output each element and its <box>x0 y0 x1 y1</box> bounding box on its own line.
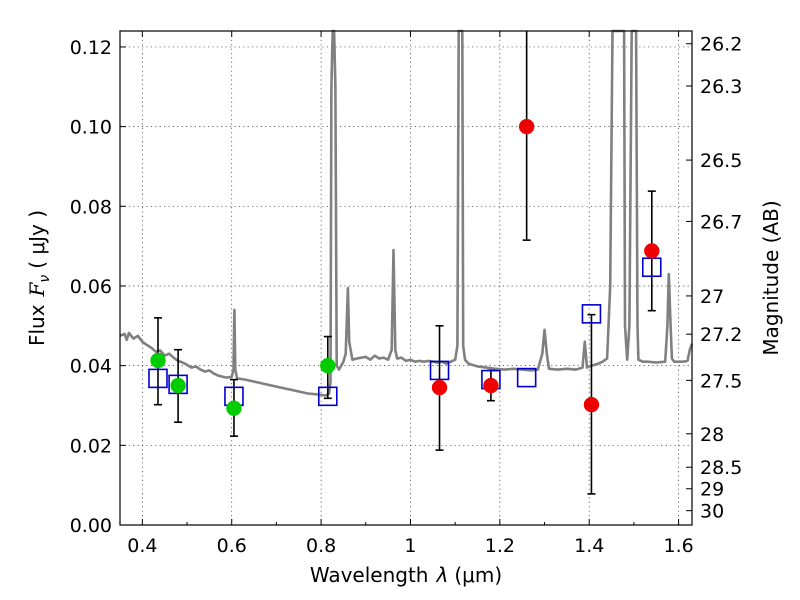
y-tick-label: 0.10 <box>70 117 112 139</box>
model-square-marker <box>317 386 338 407</box>
y-tick-label: 0.04 <box>70 356 112 378</box>
x-tick-label: 1 <box>404 535 416 557</box>
nir-point-marker <box>431 379 448 396</box>
spectrum-line <box>119 29 694 397</box>
x-tick-label: 0.4 <box>127 535 157 557</box>
model-square-marker <box>168 374 188 395</box>
marker-layer <box>148 118 662 417</box>
y2-tick-label: 28.5 <box>700 457 742 479</box>
y2-tick-label: 26.5 <box>700 150 742 172</box>
nir-point-marker <box>483 377 499 394</box>
x-tick-label: 1.6 <box>663 535 693 557</box>
nir-point-marker <box>518 118 535 135</box>
grid-layer <box>120 31 692 526</box>
y2-tick-label: 29 <box>700 479 724 501</box>
optical-point-marker <box>170 377 186 394</box>
model-square-marker <box>429 360 450 381</box>
y-tick-label: 0.02 <box>70 435 112 457</box>
y2-tick-label: 26.7 <box>700 211 742 233</box>
optical-point-marker <box>320 357 336 374</box>
optical-point-marker <box>150 352 166 369</box>
y-axis-label: FluxFν( μJy ) <box>25 210 53 346</box>
model-square-marker <box>516 367 537 388</box>
x-tick-label: 1.4 <box>574 535 604 557</box>
x-tick-label: 0.6 <box>217 535 247 557</box>
y2-tick-label: 26.2 <box>700 34 742 56</box>
y2-tick-label: 30 <box>700 501 724 523</box>
x-tick-label: 0.8 <box>306 535 336 557</box>
y-tick-label: 0.00 <box>70 515 112 537</box>
optical-point-marker <box>226 400 242 417</box>
y2-tick-label: 27.2 <box>700 324 742 346</box>
y-tick-label: 0.08 <box>70 196 112 218</box>
plot-frame <box>119 30 693 526</box>
nir-point-marker <box>583 396 600 413</box>
x-axis-label: Wavelength λ (μm) <box>310 563 502 587</box>
errorbar-layer <box>153 31 656 495</box>
x-tick-label: 1.2 <box>485 535 515 557</box>
tick-layer: 0.4 0.6 0.8 1 1.2 1.4 1.6 0.00 0.02 0.04 0.06 0.08 0… <box>70 31 742 557</box>
spectrum-layer <box>119 29 694 397</box>
y2-tick-label: 27 <box>700 286 724 308</box>
y-tick-label: 0.12 <box>70 37 112 59</box>
y2-tick-label: 28 <box>700 424 724 446</box>
y2-axis-label: Magnitude (AB) <box>759 200 783 355</box>
y-tick-label: 0.06 <box>70 276 112 298</box>
y2-tick-label: 26.3 <box>700 76 742 98</box>
model-square-marker <box>581 304 602 324</box>
model-square-marker <box>148 368 168 389</box>
y2-tick-label: 27.5 <box>700 370 742 392</box>
nir-point-marker <box>644 243 660 259</box>
